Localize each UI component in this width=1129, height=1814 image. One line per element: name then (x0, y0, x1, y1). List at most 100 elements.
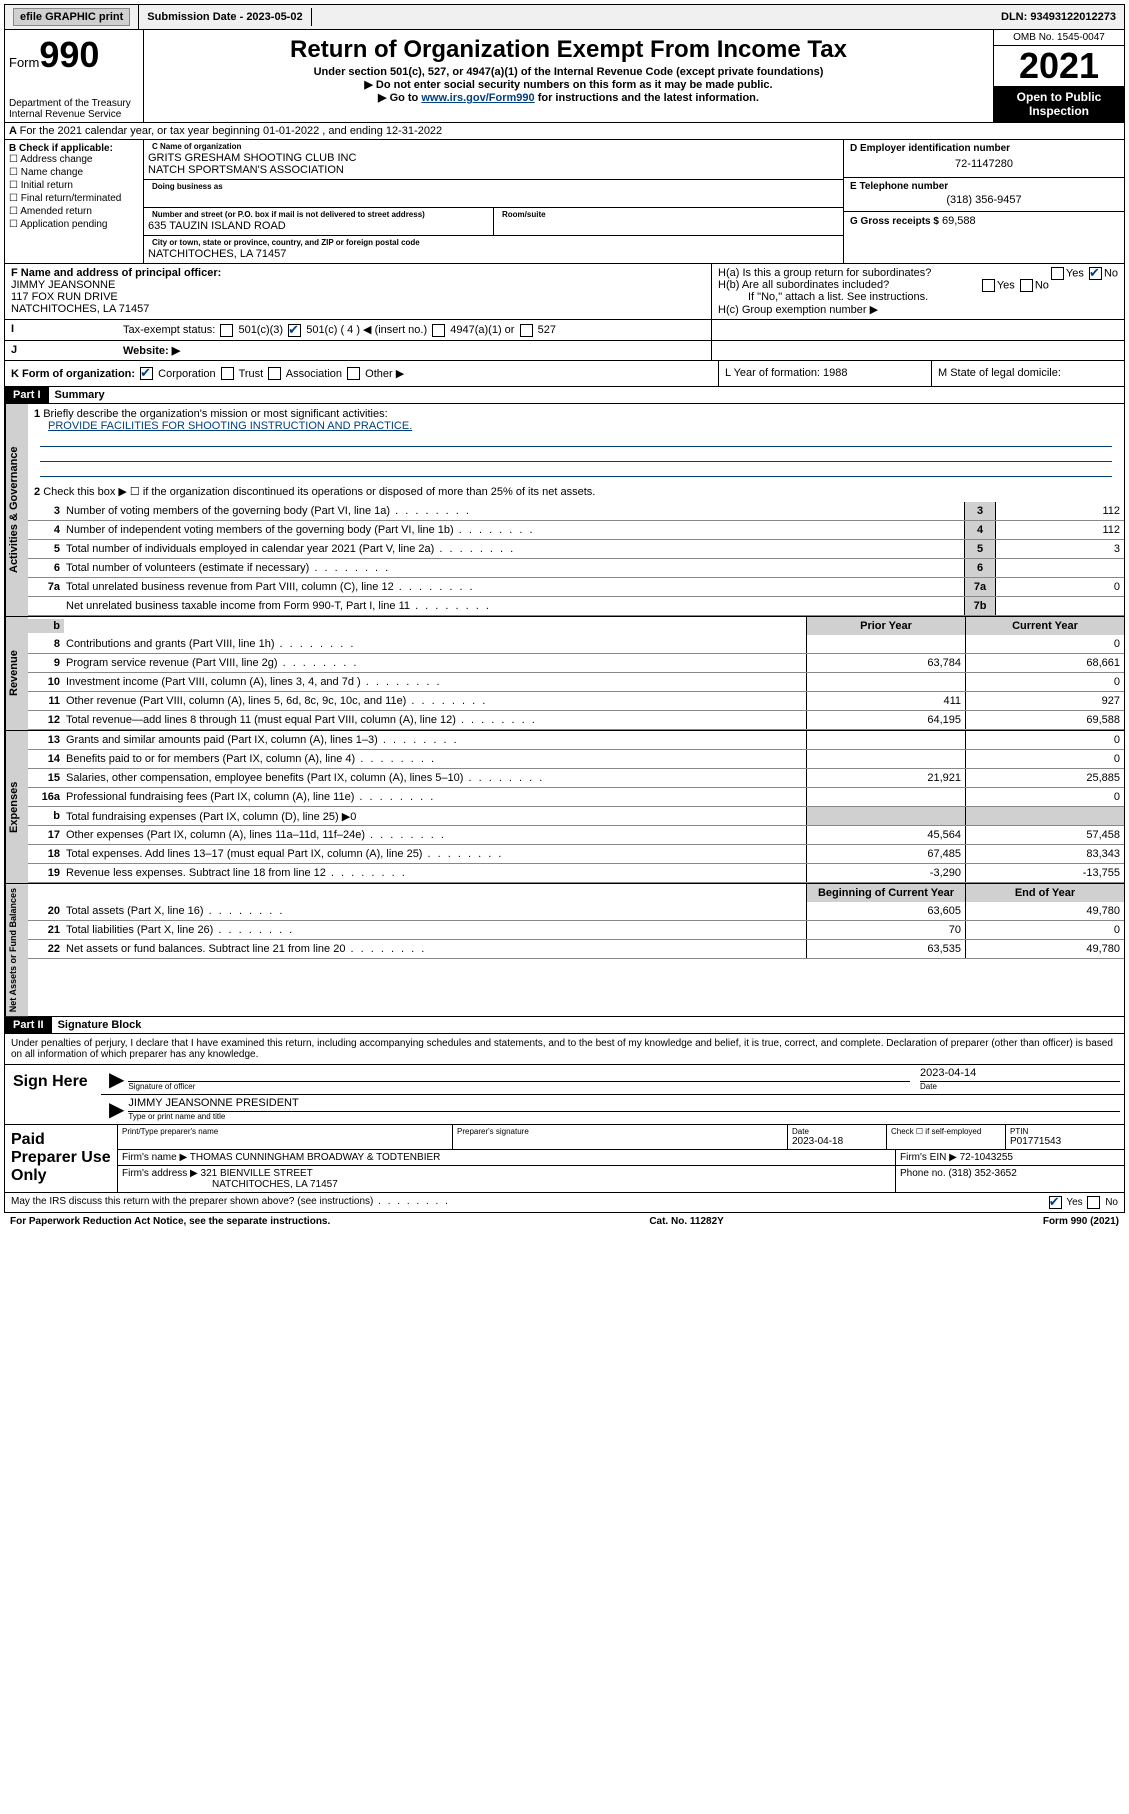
officer-name: JIMMY JEANSONNE PRESIDENT (128, 1097, 1120, 1112)
dln: DLN: 93493122012273 (993, 8, 1124, 26)
entity-grid: B Check if applicable: ☐ Address change … (4, 140, 1125, 264)
subtitle-2: ▶ Do not enter social security numbers o… (150, 78, 987, 91)
summary-line: 17Other expenses (Part IX, column (A), l… (28, 826, 1124, 845)
summary-line: Net unrelated business taxable income fr… (28, 597, 1124, 616)
hb-yesno[interactable]: Yes No (980, 279, 1049, 292)
cat-number: Cat. No. 11282Y (649, 1216, 723, 1227)
cb-corp[interactable] (140, 367, 153, 380)
col-c: C Name of organization GRITS GRESHAM SHO… (144, 140, 843, 263)
discuss-question: May the IRS discuss this return with the… (11, 1196, 450, 1209)
cb-trust[interactable] (221, 367, 234, 380)
summary-line: bTotal fundraising expenses (Part IX, co… (28, 807, 1124, 826)
year-formation: L Year of formation: 1988 (718, 361, 931, 387)
summary-line: 8Contributions and grants (Part VIII, li… (28, 635, 1124, 654)
summary-line: 18Total expenses. Add lines 13–17 (must … (28, 845, 1124, 864)
cb-final[interactable]: ☐ Final return/terminated (9, 193, 139, 204)
main-title: Return of Organization Exempt From Incom… (150, 36, 987, 64)
paid-preparer-label: Paid Preparer Use Only (5, 1125, 117, 1192)
firm-city: NATCHITOCHES, LA 71457 (122, 1179, 338, 1190)
col-begin-year: Beginning of Current Year (806, 884, 965, 902)
omb-number: OMB No. 1545-0047 (994, 30, 1124, 46)
cb-address[interactable]: ☐ Address change (9, 154, 139, 165)
mission-q: Briefly describe the organization's miss… (43, 408, 387, 420)
cb-501c3[interactable] (220, 324, 233, 337)
sig-arrow-icon-2: ▶ (105, 1097, 128, 1122)
phone-value: (318) 356-9457 (850, 192, 1118, 208)
vtab-revenue: Revenue (5, 617, 28, 730)
summary-line: 7aTotal unrelated business revenue from … (28, 578, 1124, 597)
row-a: A For the 2021 calendar year, or tax yea… (4, 123, 1125, 140)
summary-line: 20Total assets (Part X, line 16)63,60549… (28, 902, 1124, 921)
header-right: OMB No. 1545-0047 2021 Open to Public In… (993, 30, 1124, 122)
sig-officer-label: Signature of officer (128, 1082, 910, 1091)
cb-4947[interactable] (432, 324, 445, 337)
submission-date: Submission Date - 2023-05-02 (139, 8, 311, 26)
pt-date: 2023-04-18 (792, 1136, 882, 1147)
sig-date: 2023-04-14 (920, 1067, 1120, 1082)
cb-initial[interactable]: ☐ Initial return (9, 180, 139, 191)
hb-note: If "No," attach a list. See instructions… (718, 291, 1118, 303)
dba-label: Doing business as (148, 181, 839, 192)
discuss-yesno[interactable]: Yes No (1047, 1196, 1118, 1209)
cb-527[interactable] (520, 324, 533, 337)
perjury-declaration: Under penalties of perjury, I declare th… (5, 1034, 1124, 1064)
vtab-governance: Activities & Governance (5, 404, 28, 616)
addr-label: Number and street (or P.O. box if mail i… (148, 209, 489, 220)
revenue-section: Revenue b Prior Year Current Year 8Contr… (4, 617, 1125, 731)
summary-line: 22Net assets or fund balances. Subtract … (28, 940, 1124, 959)
col-current-year: Current Year (965, 617, 1124, 635)
ein-value: 72-1147280 (850, 154, 1118, 174)
date-label: Date (920, 1082, 1120, 1091)
bottom-footer: For Paperwork Reduction Act Notice, see … (4, 1213, 1125, 1230)
vtab-expenses: Expenses (5, 731, 28, 883)
irs-link[interactable]: www.irs.gov/Form990 (421, 92, 534, 104)
cb-pending[interactable]: ☐ Application pending (9, 219, 139, 230)
header-left: Form990 Department of the Treasury Inter… (5, 30, 144, 122)
cb-other[interactable] (347, 367, 360, 380)
gross-label: G Gross receipts $ (850, 216, 939, 227)
expenses-section: Expenses 13Grants and similar amounts pa… (4, 731, 1125, 884)
governance-section: Activities & Governance 1 Briefly descri… (4, 404, 1125, 617)
summary-line: 4Number of independent voting members of… (28, 521, 1124, 540)
ein-label: D Employer identification number (850, 143, 1118, 154)
org-name-2: NATCH SPORTSMAN'S ASSOCIATION (148, 164, 839, 176)
street-address: 635 TAUZIN ISLAND ROAD (148, 220, 489, 232)
efile-label: efile GRAPHIC print (5, 5, 139, 29)
self-employed-check[interactable]: Check ☐ if self-employed (891, 1127, 1001, 1136)
room-label: Room/suite (498, 209, 839, 220)
mission-text: PROVIDE FACILITIES FOR SHOOTING INSTRUCT… (34, 420, 412, 432)
summary-line: 21Total liabilities (Part X, line 26)700 (28, 921, 1124, 940)
summary-line: 16aProfessional fundraising fees (Part I… (28, 788, 1124, 807)
summary-line: 12Total revenue—add lines 8 through 11 (… (28, 711, 1124, 730)
line-2: Check this box ▶ ☐ if the organization d… (43, 486, 595, 498)
cb-amended[interactable]: ☐ Amended return (9, 206, 139, 217)
header-title: Return of Organization Exempt From Incom… (144, 30, 993, 122)
summary-line: 11Other revenue (Part VIII, column (A), … (28, 692, 1124, 711)
signature-block: Under penalties of perjury, I declare th… (4, 1034, 1125, 1193)
discuss-footer: May the IRS discuss this return with the… (4, 1193, 1125, 1213)
row-i: I Tax-exempt status: 501(c)(3) 501(c) ( … (4, 320, 1125, 341)
city-state-zip: NATCHITOCHES, LA 71457 (148, 248, 839, 260)
row-f-h: F Name and address of principal officer:… (4, 264, 1125, 320)
summary-line: 19Revenue less expenses. Subtract line 1… (28, 864, 1124, 883)
summary-line: 14Benefits paid to or for members (Part … (28, 750, 1124, 769)
gross-receipts: 69,588 (942, 215, 976, 227)
col-end-year: End of Year (965, 884, 1124, 902)
ptin-label: PTIN (1010, 1127, 1120, 1136)
firm-name: THOMAS CUNNINGHAM BROADWAY & TODTENBIER (190, 1152, 441, 1163)
open-inspection: Open to Public Inspection (994, 86, 1124, 122)
org-name-label: C Name of organization (148, 141, 839, 152)
part1-header: Part I Summary (4, 387, 1125, 404)
summary-line: 5Total number of individuals employed in… (28, 540, 1124, 559)
sign-here-label: Sign Here (5, 1065, 101, 1124)
col-b-header: B Check if applicable: (9, 143, 139, 154)
pra-notice: For Paperwork Reduction Act Notice, see … (10, 1216, 330, 1227)
summary-line: 10Investment income (Part VIII, column (… (28, 673, 1124, 692)
state-domicile: M State of legal domicile: (931, 361, 1124, 387)
cb-name[interactable]: ☐ Name change (9, 167, 139, 178)
cb-assoc[interactable] (268, 367, 281, 380)
ha-yesno[interactable]: Yes No (1049, 267, 1118, 280)
cb-501c[interactable] (288, 324, 301, 337)
form-of-org: K Form of organization: Corporation Trus… (5, 361, 718, 387)
tax-year: 2021 (994, 46, 1124, 86)
